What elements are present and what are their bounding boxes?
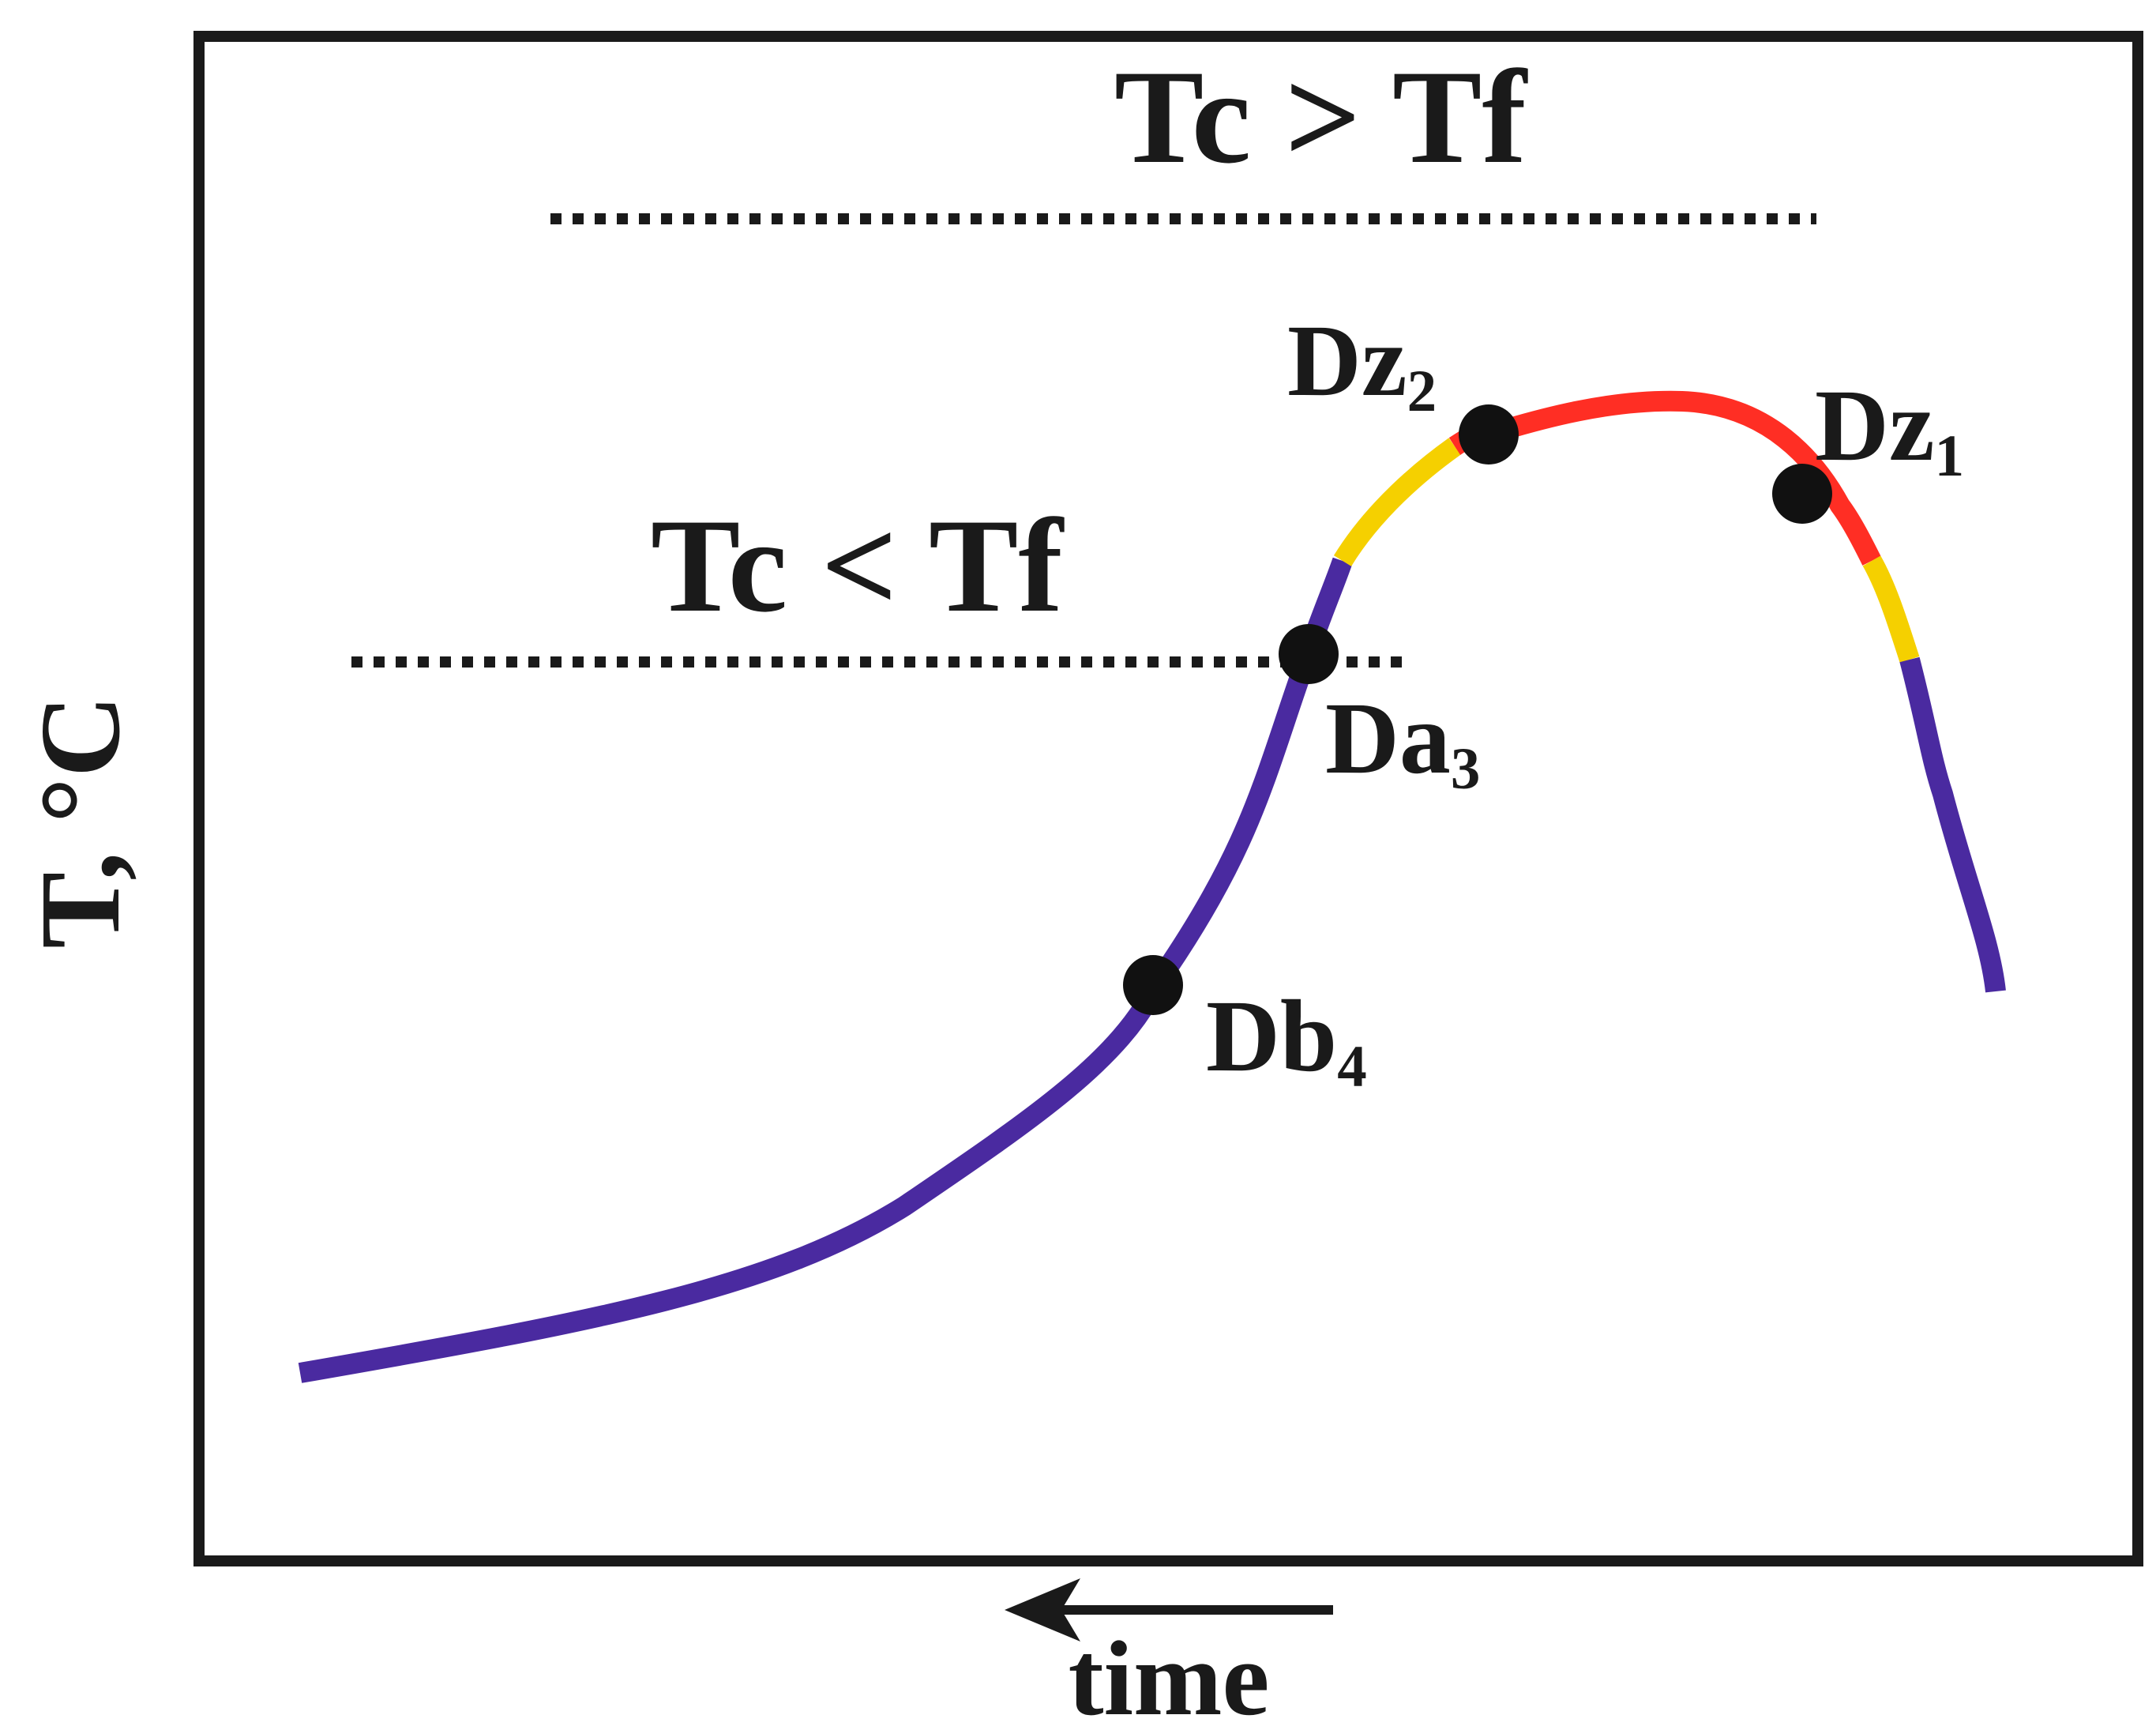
y-axis-label: T, °C [17, 694, 144, 948]
x-axis-label: time [1069, 1620, 1270, 1730]
point-db4-label-base: Db [1206, 980, 1337, 1093]
point-dz1-label-base: Dz [1815, 369, 1935, 483]
curve-segment-rising-mid [1333, 438, 1461, 566]
lower-threshold-label: Tc < Tf [651, 491, 1065, 640]
point-dz2-label-base: Dz [1287, 304, 1407, 418]
point-da3-label: Da3 [1325, 682, 1480, 802]
point-dz1-marker [1772, 464, 1832, 524]
point-db4-label-sub: 4 [1337, 1034, 1367, 1100]
point-dz2-label: Dz2 [1287, 304, 1437, 424]
point-db4-label: Db4 [1206, 980, 1367, 1100]
curve-segment-rising-low [298, 557, 1353, 1383]
point-dz2-label-sub: 2 [1407, 359, 1437, 424]
point-dz2-marker [1459, 404, 1519, 464]
point-da3-label-base: Da [1325, 682, 1451, 795]
curve-segment-falling-mid [1862, 555, 1920, 664]
point-dz1-label-sub: 1 [1935, 423, 1965, 489]
upper-threshold-label: Tc > Tf [1114, 43, 1528, 191]
time-arrow-head-icon [1005, 1578, 1080, 1642]
temperature-curve [298, 390, 2006, 1383]
curve-segment-falling-low [1899, 656, 2006, 993]
point-da3-marker [1279, 624, 1339, 684]
point-dz1-label: Dz1 [1815, 369, 1964, 489]
point-db4-marker [1123, 955, 1183, 1015]
plot-frame [193, 31, 2143, 1566]
point-da3-label-sub: 3 [1451, 736, 1481, 802]
